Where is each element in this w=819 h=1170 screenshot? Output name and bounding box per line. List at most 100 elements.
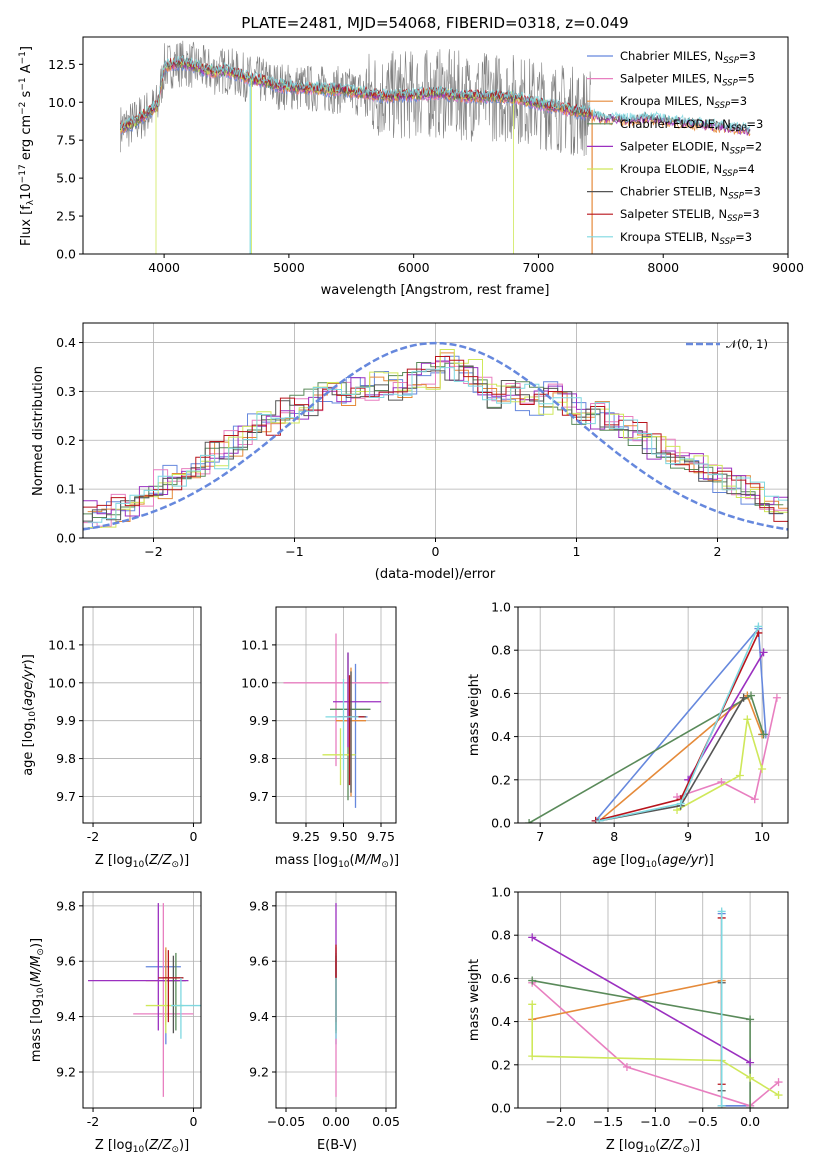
x-tick-label: 0: [189, 1114, 197, 1129]
spectrum-ticks: 4000 5000 6000 7000 8000 9000 0.0 2.5 5.0 7.5 10.0…: [48, 57, 804, 275]
weight-series-line: [531, 936, 751, 1064]
weight-vs-age-ylabel: mass weight: [467, 674, 482, 756]
weight-point-marker: [746, 1073, 755, 1082]
y-tick-label: 1.0: [491, 885, 511, 900]
weight-point-marker: [595, 816, 604, 823]
residual-histogram-step: [83, 365, 784, 522]
y-tick-label: 9.4: [249, 1009, 269, 1024]
residual-histogram-step: [83, 361, 788, 527]
residuals-legend: 𝒩(0, 1): [686, 337, 768, 351]
residuals-ylabel: Normed distribution: [31, 366, 46, 496]
weight-point-marker: [759, 648, 768, 657]
x-tick-label: 0: [432, 544, 440, 559]
y-tick-label: 9.8: [249, 898, 269, 913]
y-tick-label: 0.2: [56, 433, 76, 448]
mass-vs-ebv-ticks: −0.05 0.00 0.05 9.2 9.4 9.6 9.8: [249, 898, 400, 1129]
y-tick-label: 10.0: [241, 675, 269, 690]
y-tick-label: 9.2: [249, 1065, 269, 1080]
weight-point-marker: [774, 1091, 783, 1100]
mass-vs-ebv-plot-area: [276, 892, 396, 1108]
age-vs-z-ticks: -2 0 9.7 9.8 9.9 10.0 10.1: [48, 637, 197, 844]
x-tick-label: −1.5: [593, 1114, 623, 1129]
y-tick-label: 10.0: [48, 95, 76, 110]
mass-vs-ebv-panel: −0.05 0.00 0.05 9.2 9.4 9.6 9.8 E(B-V): [249, 891, 400, 1153]
x-tick-label: −2.0: [545, 1114, 575, 1129]
y-tick-label: 9.8: [56, 898, 76, 913]
y-tick-label: 0.0: [491, 816, 511, 831]
weight-series-line: [676, 719, 763, 811]
y-tick-label: 9.6: [56, 954, 76, 969]
residuals-xlabel: (data-model)/error: [375, 567, 496, 582]
y-tick-label: 12.5: [48, 57, 76, 72]
weight-point-marker: [622, 1062, 631, 1071]
mass-vs-z-panel: -2 0 9.2 9.4 9.6 9.8 Z [log10(Z/Z⊙)] mass [lo…: [29, 891, 202, 1155]
spectrum-ylabel: Flux [fλ10−17 erg cm−2 s−1 A−1]: [18, 46, 36, 246]
y-tick-label: 5.0: [56, 171, 76, 186]
weight-point-marker: [673, 806, 682, 815]
y-tick-label: 0.2: [491, 1057, 511, 1072]
age-vs-z-plot-area: [83, 607, 201, 823]
legend-label: Salpeter MILES, NSSP=5: [620, 72, 755, 89]
x-tick-label: 5000: [273, 260, 305, 275]
age-vs-mass-panel: 9.25 9.50 9.75 9.7 9.8 9.9 10.0 10.1 mass [log1…: [241, 606, 399, 870]
x-tick-label: 4000: [148, 260, 180, 275]
weight-point-marker: [528, 1000, 537, 1009]
y-tick-label: 9.8: [249, 751, 269, 766]
model-spectrum-line: [120, 55, 751, 133]
y-tick-label: 10.1: [241, 637, 269, 652]
residuals-panel: −2 −1 0 1 2 0.0 0.1 0.2 0.3 0.4 (data-model)/erro…: [31, 322, 789, 582]
x-tick-label: 9.50: [330, 829, 358, 844]
weight-vs-z-xlabel: Z [log10(Z/Z⊙)]: [606, 1138, 700, 1155]
weight-point-marker: [772, 693, 781, 702]
weight-point-marker: [746, 1104, 755, 1108]
spectrum-lines: [120, 40, 751, 254]
x-tick-label: −0.05: [267, 1114, 305, 1129]
age-vs-mass-ticks: 9.25 9.50 9.75 9.7 9.8 9.9 10.0 10.1: [241, 637, 395, 844]
y-tick-label: 0.6: [491, 686, 511, 701]
y-tick-label: 9.6: [249, 954, 269, 969]
y-tick-label: 10.1: [48, 637, 76, 652]
errorbar-group: [88, 903, 201, 1097]
weight-vs-age-panel: 7 8 9 10 0.0 0.2 0.4 0.6 0.8 1.0 age [log10(age/y…: [467, 600, 789, 870]
y-tick-label: 9.2: [56, 1065, 76, 1080]
weight-point-marker: [717, 907, 726, 916]
x-tick-label: 8000: [647, 260, 679, 275]
x-tick-label: 9.75: [367, 829, 395, 844]
mass-vs-z-plot-area: [83, 892, 201, 1108]
y-tick-label: 9.7: [249, 789, 269, 804]
y-tick-label: 9.9: [56, 713, 76, 728]
residuals-ticks: −2 −1 0 1 2 0.0 0.1 0.2 0.3 0.4: [56, 335, 721, 559]
age-vs-z-ylabel: age [log10(age/yr)]: [21, 654, 38, 776]
weight-vs-age-ticks: 7 8 9 10 0.0 0.2 0.4 0.6 0.8 1.0: [491, 600, 770, 845]
y-tick-label: 0.1: [56, 482, 76, 497]
weight-point-marker: [743, 715, 752, 724]
x-tick-label: 2: [714, 544, 722, 559]
x-tick-label: 9000: [772, 260, 804, 275]
y-tick-label: 9.9: [249, 713, 269, 728]
y-tick-label: 10.0: [48, 675, 76, 690]
residual-histogram-step: [83, 356, 788, 522]
weight-point-marker: [528, 933, 537, 942]
weight-vs-age-xlabel: age [log10(age/yr)]: [592, 853, 714, 870]
weight-series-line: [676, 697, 778, 801]
y-tick-label: 0.0: [56, 247, 76, 262]
residual-histogram-step: [87, 367, 788, 523]
age-vs-mass-xlabel: mass [log10(M/M⊙)]: [275, 853, 399, 870]
mass-vs-z-xlabel: Z [log10(Z/Z⊙)]: [95, 1138, 189, 1155]
age-vs-mass-plot-area: [276, 607, 396, 823]
y-tick-label: 0.8: [491, 928, 511, 943]
spectrum-plot-area: [120, 40, 751, 254]
age-vs-z-xlabel: Z [log10(Z/Z⊙)]: [95, 853, 189, 870]
legend-label: Chabrier MILES, NSSP=3: [620, 49, 756, 66]
weight-point-marker: [746, 1015, 755, 1024]
y-tick-label: 0.4: [491, 729, 511, 744]
weight-point-marker: [739, 693, 748, 702]
legend-label: Chabrier STELIB, NSSP=3: [620, 185, 761, 202]
legend-label: Kroupa STELIB, NSSP=3: [620, 230, 752, 247]
weight-point-marker: [735, 771, 744, 780]
x-tick-label: 10: [754, 829, 770, 844]
x-tick-label: −1: [285, 544, 303, 559]
y-tick-label: 0.4: [56, 335, 76, 350]
weight-point-marker: [676, 799, 685, 808]
